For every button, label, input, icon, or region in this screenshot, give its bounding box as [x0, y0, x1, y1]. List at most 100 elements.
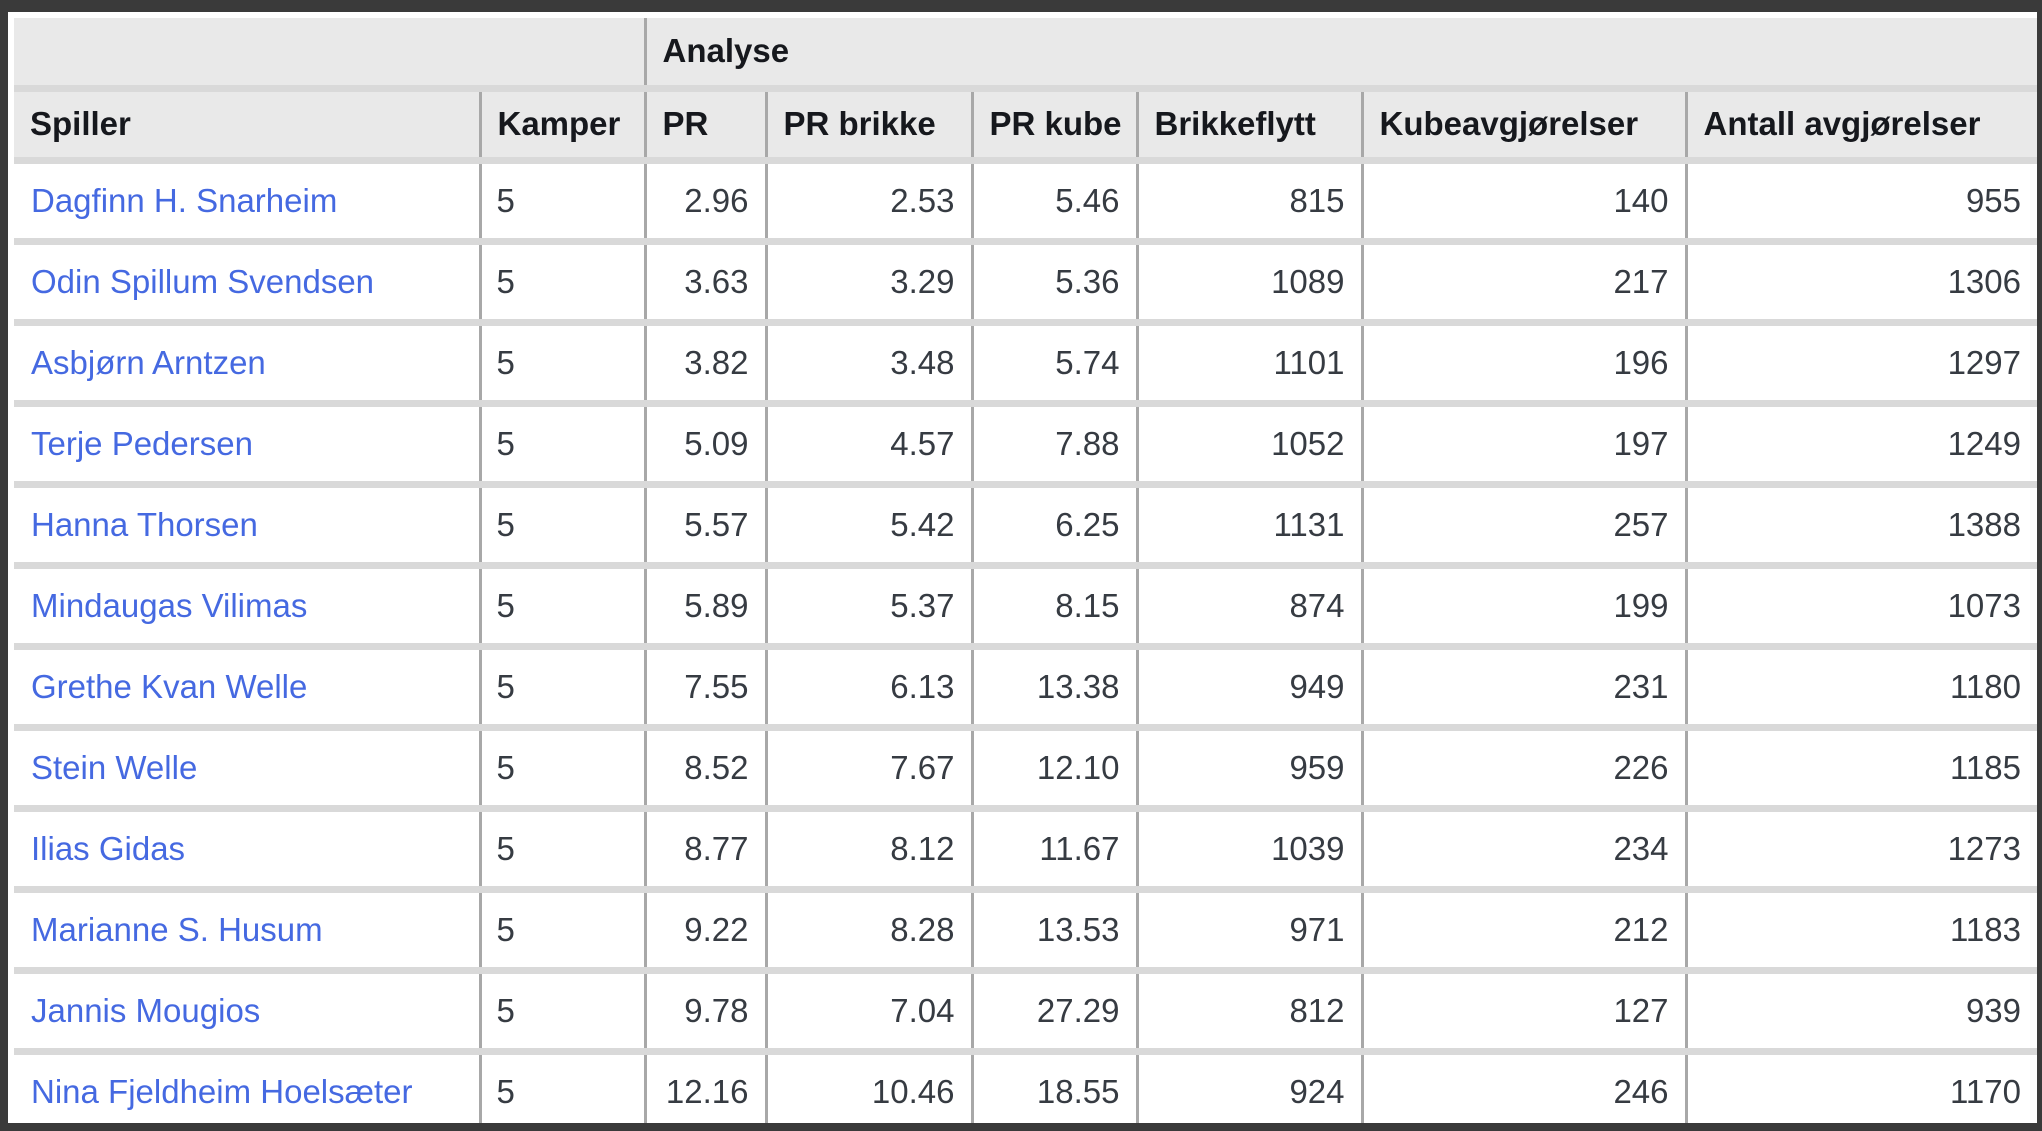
- cell-player: Mindaugas Vilimas: [14, 565, 480, 650]
- cell-pr-kube: 5.46: [970, 160, 1137, 245]
- cell-kamper: 5: [478, 889, 645, 974]
- cell-pr: 2.96: [643, 160, 766, 245]
- cell-pr-kube: 13.53: [970, 889, 1137, 974]
- player-link[interactable]: Stein Welle: [31, 748, 198, 786]
- table-row: Grethe Kvan Welle 5 7.55 6.13 13.38 949 231 118…: [14, 646, 2037, 731]
- column-header-kubeavgj-relser: Kubeavgjørelser: [1360, 88, 1686, 164]
- cell-kamper: 5: [478, 808, 645, 893]
- cell-pr: 8.77: [643, 808, 766, 893]
- cell-kamper: 5: [478, 1051, 645, 1123]
- cell-pr-brikke: 5.37: [764, 565, 972, 650]
- cell-pr-brikke: 3.29: [764, 241, 972, 326]
- cell-kubeavgjorelser: 196: [1360, 322, 1686, 407]
- cell-pr-kube: 5.74: [970, 322, 1137, 407]
- cell-brikkeflytt: 971: [1135, 889, 1362, 974]
- cell-kubeavgjorelser: 231: [1360, 646, 1686, 731]
- cell-pr-kube: 11.67: [970, 808, 1137, 893]
- column-header-kamper: Kamper: [478, 88, 645, 164]
- player-link[interactable]: Grethe Kvan Welle: [31, 667, 308, 705]
- cell-pr-kube: 12.10: [970, 727, 1137, 812]
- cell-pr-kube: 6.25: [970, 484, 1137, 569]
- cell-kamper: 5: [478, 241, 645, 326]
- player-link[interactable]: Hanna Thorsen: [31, 505, 258, 543]
- column-header-antall-avgj-relser: Antall avgjørelser: [1684, 88, 2037, 164]
- cell-pr-kube: 27.29: [970, 970, 1137, 1055]
- cell-kubeavgjorelser: 212: [1360, 889, 1686, 974]
- cell-pr-kube: 7.88: [970, 403, 1137, 488]
- cell-brikkeflytt: 1131: [1135, 484, 1362, 569]
- cell-pr-brikke: 8.28: [764, 889, 972, 974]
- player-link[interactable]: Ilias Gidas: [31, 829, 186, 867]
- cell-antall-avgjorelser: 955: [1684, 160, 2037, 245]
- table-frame: Analyse Spiller Kamper PR PR brikke PR kube B…: [8, 12, 2037, 1123]
- cell-antall-avgjorelser: 1170: [1684, 1051, 2037, 1123]
- cell-pr-kube: 8.15: [970, 565, 1137, 650]
- cell-player: Hanna Thorsen: [14, 484, 480, 569]
- cell-player: Nina Fjeldheim Hoelsæter: [14, 1051, 480, 1123]
- column-header-pr-kube: PR kube: [970, 88, 1137, 164]
- table-row: Marianne S. Husum 5 9.22 8.28 13.53 971 212 118…: [14, 889, 2037, 974]
- column-header-pr-brikke: PR brikke: [764, 88, 972, 164]
- cell-pr-kube: 5.36: [970, 241, 1137, 326]
- cell-brikkeflytt: 1052: [1135, 403, 1362, 488]
- cell-kamper: 5: [478, 646, 645, 731]
- cell-pr: 8.52: [643, 727, 766, 812]
- table-row: Nina Fjeldheim Hoelsæter 5 12.16 10.46 18.55…: [14, 1051, 2037, 1123]
- cell-pr-brikke: 10.46: [764, 1051, 972, 1123]
- group-header-row: Analyse: [14, 18, 2037, 92]
- cell-player: Dagfinn H. Snarheim: [14, 160, 480, 245]
- cell-pr-brikke: 7.04: [764, 970, 972, 1055]
- table-row: Hanna Thorsen 5 5.57 5.42 6.25 1131 257 1388: [14, 484, 2037, 569]
- column-header-pr: PR: [643, 88, 766, 164]
- player-link[interactable]: Dagfinn H. Snarheim: [31, 181, 338, 219]
- cell-brikkeflytt: 815: [1135, 160, 1362, 245]
- cell-kamper: 5: [478, 160, 645, 245]
- cell-kamper: 5: [478, 565, 645, 650]
- player-link[interactable]: Terje Pedersen: [31, 424, 253, 462]
- cell-player: Grethe Kvan Welle: [14, 646, 480, 731]
- cell-pr: 3.63: [643, 241, 766, 326]
- cell-pr: 9.22: [643, 889, 766, 974]
- player-link[interactable]: Mindaugas Vilimas: [31, 586, 308, 624]
- table-row: Terje Pedersen 5 5.09 4.57 7.88 1052 197 1249: [14, 403, 2037, 488]
- cell-brikkeflytt: 874: [1135, 565, 1362, 650]
- cell-kamper: 5: [478, 727, 645, 812]
- table-row: Mindaugas Vilimas 5 5.89 5.37 8.15 874 199 1073: [14, 565, 2037, 650]
- cell-pr-kube: 18.55: [970, 1051, 1137, 1123]
- player-link[interactable]: Nina Fjeldheim Hoelsæter: [31, 1072, 413, 1110]
- cell-player: Stein Welle: [14, 727, 480, 812]
- cell-antall-avgjorelser: 939: [1684, 970, 2037, 1055]
- cell-pr-brikke: 4.57: [764, 403, 972, 488]
- cell-pr: 7.55: [643, 646, 766, 731]
- cell-antall-avgjorelser: 1249: [1684, 403, 2037, 488]
- cell-kamper: 5: [478, 403, 645, 488]
- player-link[interactable]: Asbjørn Arntzen: [31, 343, 266, 381]
- cell-antall-avgjorelser: 1185: [1684, 727, 2037, 812]
- cell-kamper: 5: [478, 322, 645, 407]
- cell-player: Odin Spillum Svendsen: [14, 241, 480, 326]
- player-link[interactable]: Marianne S. Husum: [31, 910, 323, 948]
- cell-brikkeflytt: 812: [1135, 970, 1362, 1055]
- table-row: Dagfinn H. Snarheim 5 2.96 2.53 5.46 815 140 95…: [14, 160, 2037, 245]
- cell-pr-brikke: 8.12: [764, 808, 972, 893]
- cell-kubeavgjorelser: 217: [1360, 241, 1686, 326]
- table-row: Ilias Gidas 5 8.77 8.12 11.67 1039 234 1273: [14, 808, 2037, 893]
- cell-pr: 5.57: [643, 484, 766, 569]
- cell-antall-avgjorelser: 1183: [1684, 889, 2037, 974]
- cell-kubeavgjorelser: 127: [1360, 970, 1686, 1055]
- cell-player: Marianne S. Husum: [14, 889, 480, 974]
- cell-kubeavgjorelser: 199: [1360, 565, 1686, 650]
- cell-antall-avgjorelser: 1306: [1684, 241, 2037, 326]
- cell-pr-kube: 13.38: [970, 646, 1137, 731]
- player-link[interactable]: Jannis Mougios: [31, 991, 261, 1029]
- cell-kamper: 5: [478, 970, 645, 1055]
- player-link[interactable]: Odin Spillum Svendsen: [31, 262, 375, 300]
- column-header-row: Spiller Kamper PR PR brikke PR kube Brikkefly…: [14, 88, 2037, 164]
- table-row: Asbjørn Arntzen 5 3.82 3.48 5.74 1101 196 1297: [14, 322, 2037, 407]
- cell-pr: 5.89: [643, 565, 766, 650]
- cell-antall-avgjorelser: 1073: [1684, 565, 2037, 650]
- cell-brikkeflytt: 949: [1135, 646, 1362, 731]
- cell-player: Terje Pedersen: [14, 403, 480, 488]
- column-header-brikkeflytt: Brikkeflytt: [1135, 88, 1362, 164]
- cell-kamper: 5: [478, 484, 645, 569]
